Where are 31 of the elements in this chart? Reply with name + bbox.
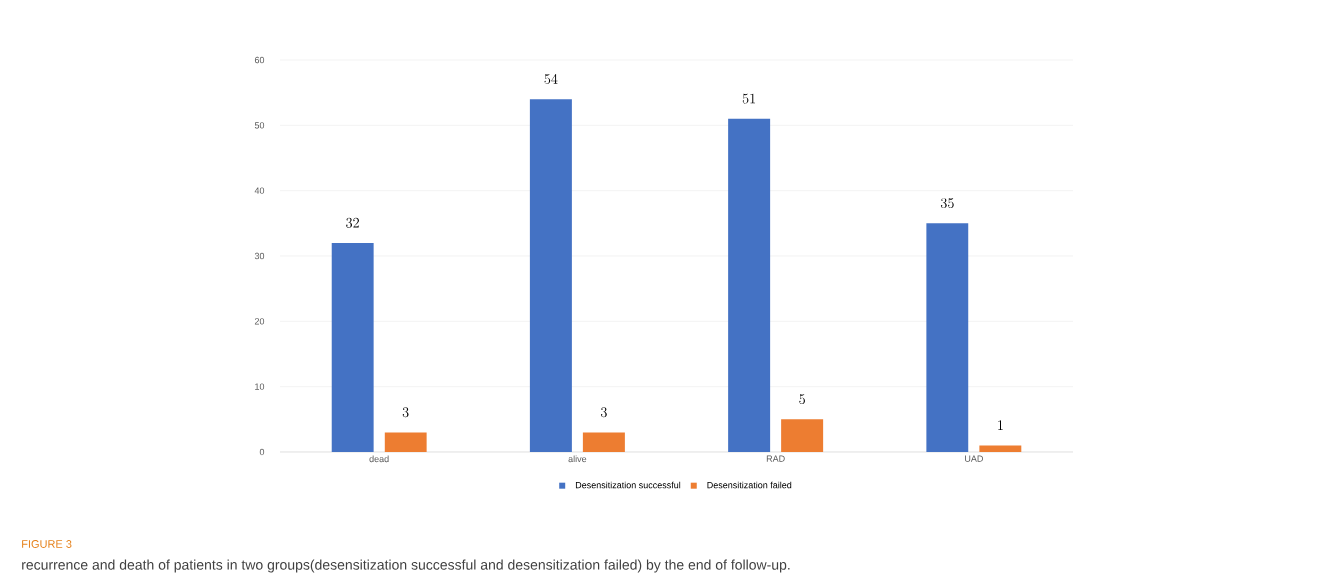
data-label: 54 bbox=[544, 73, 558, 84]
y-tick-label: 50 bbox=[254, 122, 265, 129]
data-label: 5 bbox=[799, 394, 805, 405]
data-label: 32 bbox=[346, 217, 359, 228]
x-tick-label: alive bbox=[568, 455, 587, 463]
bar bbox=[582, 432, 625, 452]
y-tick-label: 20 bbox=[254, 318, 265, 325]
data-label: 3 bbox=[402, 407, 409, 418]
x-tick-label: UAD bbox=[965, 455, 983, 462]
bar bbox=[728, 118, 771, 452]
caption: FIGURE 3 bbox=[22, 540, 72, 548]
y-tick-label: 40 bbox=[254, 187, 265, 194]
bar bbox=[529, 99, 572, 452]
bar bbox=[781, 419, 824, 452]
y-tick-label: 30 bbox=[254, 252, 265, 260]
data-label: 35 bbox=[940, 198, 954, 209]
y-tick-label: 0 bbox=[259, 448, 265, 456]
legend-label: Desensitization failed bbox=[707, 481, 792, 489]
data-label: 51 bbox=[742, 93, 756, 104]
legend-label: Desensitization successful bbox=[575, 481, 681, 489]
bar bbox=[384, 432, 427, 452]
text: recurrence and death of patients in two groups(desensitization successful and desensitization failed) by the end of follow-up. bbox=[22, 559, 790, 573]
y-tick-label: 60 bbox=[254, 56, 265, 64]
bar bbox=[979, 445, 1022, 452]
bar bbox=[331, 242, 374, 452]
bar bbox=[926, 223, 969, 452]
x-tick-label: dead bbox=[369, 455, 389, 463]
x-tick-label: RAD bbox=[766, 455, 785, 462]
data-label: 3 bbox=[600, 407, 607, 418]
y-tick-label: 10 bbox=[255, 383, 265, 390]
data-label: 1 bbox=[998, 420, 1003, 430]
